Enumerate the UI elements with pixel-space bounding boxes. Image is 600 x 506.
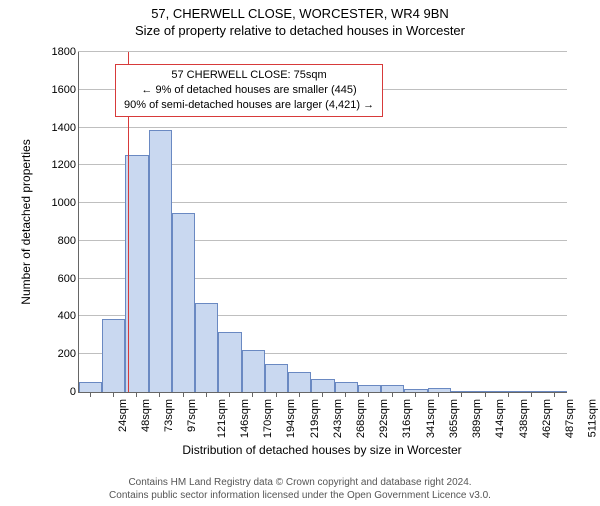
histogram-bar xyxy=(381,385,404,392)
gridline xyxy=(79,127,567,128)
annotation-line: 57 CHERWELL CLOSE: 75sqm xyxy=(124,68,374,83)
footer-line-1: Contains HM Land Registry data © Crown c… xyxy=(0,476,600,489)
y-tick-label: 0 xyxy=(70,386,76,398)
y-tick-label: 800 xyxy=(58,235,76,247)
footer: Contains HM Land Registry data © Crown c… xyxy=(0,476,600,502)
x-tick-label: 194sqm xyxy=(285,399,297,438)
histogram-bar xyxy=(311,379,334,392)
x-tick-label: 292sqm xyxy=(378,399,390,438)
y-tick-label: 1800 xyxy=(52,46,76,58)
x-tick-label: 170sqm xyxy=(262,399,274,438)
histogram-bar xyxy=(218,332,241,392)
y-tick-label: 400 xyxy=(58,310,76,322)
histogram-bar xyxy=(79,382,102,392)
title-block: 57, CHERWELL CLOSE, WORCESTER, WR4 9BN S… xyxy=(0,6,600,38)
x-tick-label: 438sqm xyxy=(518,399,530,438)
x-tick-label: 462sqm xyxy=(541,399,553,438)
y-axis-label: Number of detached properties xyxy=(19,139,33,304)
histogram-bar xyxy=(521,391,544,392)
x-tick-label: 219sqm xyxy=(309,399,321,438)
histogram-bar xyxy=(172,213,195,392)
histogram-bar xyxy=(544,391,567,392)
footer-line-2: Contains public sector information licen… xyxy=(0,489,600,502)
annotation-line: 90% of semi-detached houses are larger (… xyxy=(124,98,374,113)
y-tick-label: 200 xyxy=(58,348,76,360)
page-title: 57, CHERWELL CLOSE, WORCESTER, WR4 9BN xyxy=(0,6,600,21)
x-tick-label: 365sqm xyxy=(448,399,460,438)
histogram-bar xyxy=(149,130,172,392)
histogram-bar xyxy=(404,389,427,392)
x-tick-label: 268sqm xyxy=(355,399,367,438)
x-tick-label: 487sqm xyxy=(564,399,576,438)
x-tick-label: 414sqm xyxy=(495,399,507,438)
y-tick-label: 1600 xyxy=(52,84,76,96)
x-tick-label: 73sqm xyxy=(163,399,175,432)
histogram-bar xyxy=(125,155,148,392)
x-tick-label: 389sqm xyxy=(471,399,483,438)
histogram-bar xyxy=(474,391,497,392)
x-tick-label: 341sqm xyxy=(425,399,437,438)
y-tick-label: 1000 xyxy=(52,197,76,209)
histogram-bar xyxy=(195,303,218,392)
page-subtitle: Size of property relative to detached ho… xyxy=(0,23,600,38)
x-tick-label: 24sqm xyxy=(117,399,129,432)
y-tick-label: 600 xyxy=(58,273,76,285)
histogram-bar xyxy=(497,391,520,392)
y-tick-label: 1200 xyxy=(52,159,76,171)
x-tick-label: 97sqm xyxy=(186,399,198,432)
gridline xyxy=(79,51,567,52)
histogram-bar xyxy=(102,319,125,392)
histogram-bar xyxy=(242,350,265,393)
histogram-bar xyxy=(265,364,288,392)
histogram-bar xyxy=(335,382,358,392)
x-axis-label: Distribution of detached houses by size … xyxy=(78,443,566,457)
annotation-line: ← 9% of detached houses are smaller (445… xyxy=(124,83,374,98)
x-tick-label: 146sqm xyxy=(239,399,251,438)
x-tick-label: 243sqm xyxy=(332,399,344,438)
histogram-bar xyxy=(428,388,451,392)
x-tick-label: 316sqm xyxy=(402,399,414,438)
y-tick-label: 1400 xyxy=(52,122,76,134)
chart-area: 57 CHERWELL CLOSE: 75sqm← 9% of detached… xyxy=(78,52,567,393)
histogram-bar xyxy=(451,391,474,392)
x-tick-label: 511sqm xyxy=(587,399,599,437)
histogram-bar xyxy=(358,385,381,392)
x-tick-label: 121sqm xyxy=(216,399,228,438)
histogram-bar xyxy=(288,372,311,392)
x-tick-label: 48sqm xyxy=(140,399,152,432)
annotation-box: 57 CHERWELL CLOSE: 75sqm← 9% of detached… xyxy=(115,64,383,117)
histogram-plot: Number of detached properties02004006008… xyxy=(26,52,567,457)
